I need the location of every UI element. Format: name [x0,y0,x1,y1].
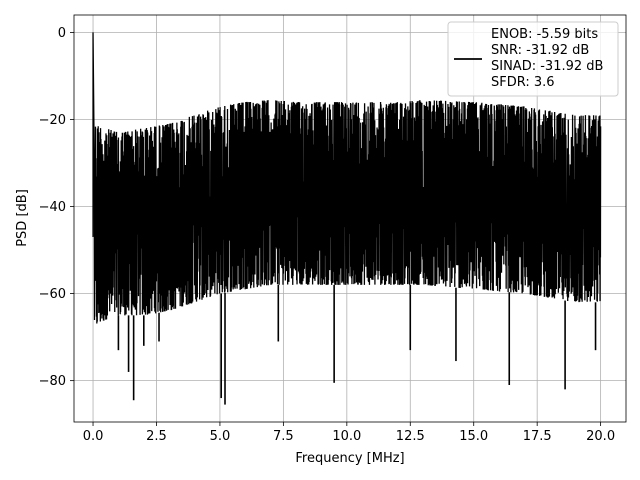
x-tick-label: 20.0 [586,429,615,444]
x-axis-label: Frequency [MHz] [295,451,404,466]
x-tick-label: 12.5 [396,429,425,444]
x-tick-label: 7.5 [273,429,294,444]
y-axis: 0 −20 −40 −60 −80 [39,26,74,389]
x-tick-label: 10.0 [332,429,361,444]
psd-trace [92,32,602,324]
y-tick-label: −40 [39,200,66,215]
x-axis: 0.0 2.5 5.0 7.5 10.0 12.5 15.0 17.5 20.0 [83,422,615,444]
x-tick-label: 2.5 [146,429,167,444]
psd-series [92,32,602,405]
legend-entry-snr: SNR: -31.92 dB [491,43,589,58]
y-tick-label: −80 [39,374,66,389]
x-tick-label: 5.0 [210,429,231,444]
x-tick-label: 17.5 [523,429,552,444]
x-tick-label: 15.0 [459,429,488,444]
legend-entry-sinad: SINAD: -31.92 dB [491,59,603,74]
y-tick-label: −60 [39,287,66,302]
legend-entry-sfdr: SFDR: 3.6 [491,75,555,90]
legend: ENOB: -5.59 bits SNR: -31.92 dB SINAD: -… [447,21,619,97]
plot-frame [73,14,627,423]
plot-area [92,32,602,405]
y-tick-label: 0 [58,26,66,41]
y-axis-label: PSD [dB] [15,189,30,247]
x-tick-label: 0.0 [83,429,104,444]
legend-entry-enob: ENOB: -5.59 bits [491,27,598,42]
legend-box [447,21,619,97]
y-tick-label: −20 [39,113,66,128]
